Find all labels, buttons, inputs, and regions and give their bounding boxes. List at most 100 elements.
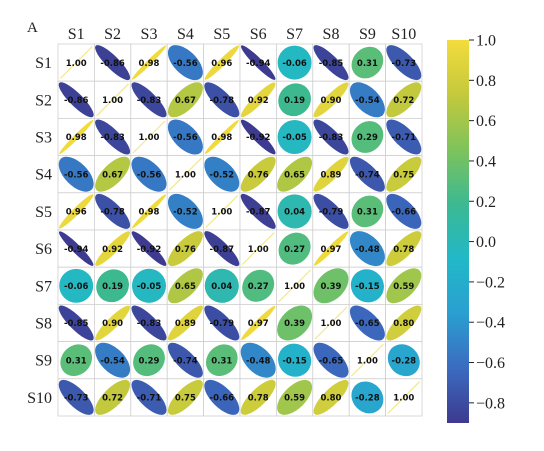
cell-value: 0.04 [211, 282, 232, 292]
cell-value: -0.83 [319, 133, 344, 143]
cell-value: -0.48 [355, 245, 380, 255]
diagonal-line [314, 306, 348, 340]
cell: -0.83 [130, 303, 168, 342]
cell: 0.96 [203, 43, 241, 82]
correlation-ellipse [277, 119, 312, 155]
cell: 0.31 [348, 43, 387, 82]
cell: -0.52 [203, 155, 241, 194]
cell: -0.78 [94, 192, 132, 231]
cell: 0.98 [130, 43, 168, 82]
row-label-s3: S3 [35, 130, 52, 147]
correlation-ellipse [240, 82, 276, 118]
cell-value: -0.71 [137, 394, 162, 404]
cell: 0.59 [385, 266, 423, 305]
cell-value: 0.97 [321, 245, 342, 255]
correlation-ellipse [278, 232, 311, 265]
cell: 1.00 [385, 378, 423, 417]
cell: 0.90 [312, 80, 350, 119]
cell: 0.76 [166, 229, 204, 268]
column-label-s8: S8 [323, 26, 340, 43]
row-label-s8: S8 [35, 316, 52, 333]
cell-value: -0.05 [137, 282, 162, 292]
cell-value: 1.00 [321, 319, 342, 329]
cell-value: -0.54 [355, 96, 380, 106]
cell: 0.80 [312, 378, 350, 417]
cell: -0.28 [348, 378, 387, 417]
correlation-ellipse [95, 45, 131, 81]
correlation-ellipse [386, 305, 422, 341]
diagonal-line [96, 83, 130, 117]
correlation-ellipse [204, 379, 240, 415]
correlation-ellipse [313, 193, 349, 229]
cell-value: 1.00 [175, 170, 196, 180]
correlation-ellipse [204, 305, 240, 341]
colorbar-tick-label: 0.2 [476, 194, 496, 211]
cell-value: 0.59 [284, 394, 305, 404]
correlation-ellipse [131, 45, 167, 80]
cell: 0.78 [385, 229, 423, 268]
cell-value: -0.79 [210, 319, 235, 329]
cell: 0.04 [275, 192, 314, 231]
cell: 0.75 [385, 155, 423, 194]
correlation-ellipse [167, 82, 203, 118]
correlation-ellipse [242, 269, 275, 302]
cell: 0.98 [130, 192, 168, 231]
cell: 1.00 [275, 266, 314, 305]
correlation-ellipse [386, 231, 422, 267]
cell-value: -0.28 [392, 356, 417, 366]
cell-value: -0.73 [64, 394, 89, 404]
correlation-ellipse [167, 231, 203, 267]
cell: -0.79 [203, 303, 241, 342]
correlation-ellipse [58, 231, 94, 266]
cell-value: 1.00 [139, 133, 160, 143]
cell: -0.73 [385, 43, 423, 82]
colorbar-tick-label: 0.8 [476, 73, 496, 90]
cell-value: 0.72 [102, 394, 123, 404]
cell: 0.29 [348, 118, 387, 157]
cell: 0.31 [348, 192, 387, 231]
cell: 1.00 [203, 192, 241, 231]
cell: 1.00 [130, 118, 168, 157]
cell: 1.00 [239, 229, 277, 268]
cell-value: 1.00 [248, 245, 269, 255]
cell: 0.96 [57, 192, 95, 231]
cell-value: 0.89 [175, 319, 196, 329]
cell: -0.83 [312, 118, 350, 157]
cell: -0.92 [130, 229, 168, 268]
cell: 0.67 [94, 155, 132, 194]
cell: 0.98 [57, 118, 95, 157]
cell: 1.00 [57, 43, 95, 82]
correlation-ellipse [313, 119, 349, 155]
correlation-ellipse [131, 231, 167, 266]
cell: -0.28 [385, 341, 423, 380]
correlation-ellipse [240, 193, 276, 229]
cell-value: 0.27 [248, 282, 269, 292]
cell: -0.54 [94, 341, 132, 380]
colorbar-ticks: 1.0 0.8 0.6 0.4 0.2 0.0 −0.2 −0.4 −0.6 −0.8 [469, 33, 505, 412]
cell-value: 0.76 [175, 245, 196, 255]
cell-value: -0.78 [100, 208, 125, 218]
cell: -0.71 [385, 118, 423, 157]
cell-value: 0.65 [284, 170, 305, 180]
row-label-s2: S2 [35, 92, 52, 109]
cell: 0.65 [166, 266, 204, 305]
cell: 0.59 [275, 378, 314, 417]
correlation-ellipse [204, 45, 239, 80]
cell: -0.83 [94, 118, 132, 157]
row-label-s7: S7 [35, 278, 52, 295]
correlation-ellipse [277, 156, 313, 192]
cell: -0.74 [166, 341, 204, 380]
colorbar-tick-label: −0.2 [476, 274, 505, 291]
cell-value: -0.06 [282, 59, 307, 69]
cell: 0.89 [312, 155, 350, 194]
colorbar-tick-label: 1.0 [476, 33, 496, 50]
cell-value: 0.98 [139, 59, 160, 69]
cell-value: 0.29 [357, 133, 378, 143]
correlation-ellipse [351, 381, 384, 414]
correlation-ellipse [351, 121, 384, 153]
correlation-ellipse [131, 82, 167, 118]
correlation-ellipse [131, 305, 167, 341]
column-label-s7: S7 [286, 26, 303, 43]
cell-value: -0.15 [355, 282, 380, 292]
cell: 1.00 [166, 155, 204, 194]
